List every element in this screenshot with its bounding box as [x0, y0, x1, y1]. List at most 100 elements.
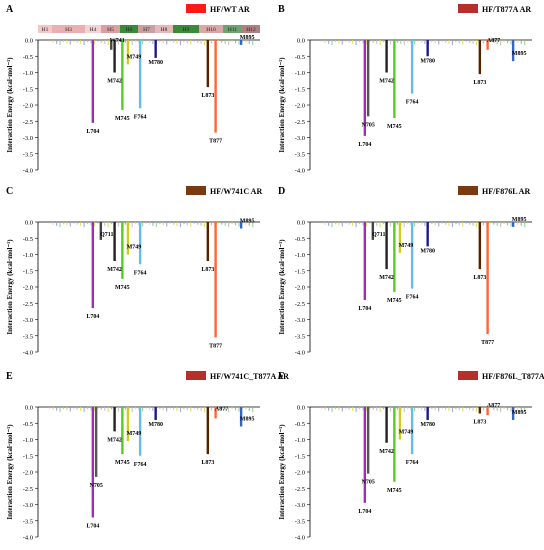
minor-bar	[441, 222, 443, 224]
minor-bar	[193, 407, 195, 409]
minor-bar	[417, 40, 419, 42]
minor-bar	[148, 407, 151, 410]
legend-swatch	[186, 371, 206, 380]
minor-bar	[417, 222, 419, 224]
minor-bar	[59, 40, 61, 46]
minor-bar	[465, 407, 467, 409]
residue-label-f764: F764	[406, 460, 419, 466]
minor-bar	[500, 407, 502, 413]
minor-bar	[176, 407, 178, 411]
y-tick-label: -1.5	[23, 453, 33, 460]
panel-f: F HF/F876L_T877A AR 0.0 -0.5 -1.0 -1.5 -2.0 -2.…	[278, 371, 544, 542]
y-tick-label: -1.5	[23, 268, 33, 275]
bar-l704	[91, 222, 95, 309]
bar-m749	[126, 222, 130, 255]
bar-m745	[121, 222, 124, 279]
minor-bar	[148, 222, 151, 225]
minor-bar	[448, 222, 450, 226]
y-tick-label: -2.0	[23, 285, 33, 292]
y-tick-label: -3.5	[23, 151, 33, 158]
minor-bar	[455, 40, 457, 43]
minor-bar	[352, 407, 354, 411]
minor-bar	[245, 40, 247, 43]
minor-bar	[69, 407, 71, 412]
minor-bar	[414, 407, 416, 412]
minor-bar	[111, 222, 113, 225]
bar-m745	[121, 40, 124, 110]
minor-bar	[414, 222, 416, 227]
minor-bar	[455, 407, 457, 410]
bar-m745	[121, 407, 124, 455]
minor-bar	[238, 222, 240, 227]
minor-bar	[321, 407, 323, 409]
minor-bar	[465, 40, 467, 42]
minor-bar	[86, 407, 89, 410]
minor-bar	[190, 407, 192, 412]
minor-bar	[489, 407, 491, 409]
residue-label-l873: L873	[473, 80, 486, 86]
bar-q711	[99, 222, 103, 240]
minor-bar	[80, 407, 82, 411]
minor-bar	[513, 40, 515, 42]
minor-bar	[142, 222, 144, 227]
residue-label-m742: M742	[379, 275, 394, 281]
minor-bar	[59, 407, 61, 413]
y-tick-label: 0.0	[25, 405, 33, 412]
y-tick-label: -3.0	[23, 135, 33, 142]
helix-label: H8	[161, 27, 168, 33]
minor-bar	[145, 40, 147, 42]
y-tick-label: -2.5	[23, 301, 33, 308]
minor-bar	[152, 40, 154, 44]
minor-bar	[97, 407, 99, 409]
minor-bar	[80, 40, 82, 44]
minor-bar	[420, 222, 423, 225]
y-axis-title: Interaction Energy (kcal·mol⁻¹)	[278, 239, 286, 335]
minor-bar	[520, 222, 522, 226]
minor-bar	[358, 222, 361, 225]
minor-bar	[321, 222, 323, 224]
minor-bar	[362, 407, 364, 411]
minor-bar	[345, 222, 347, 224]
y-tick-label: -3.0	[295, 317, 305, 324]
minor-bar	[52, 407, 54, 410]
minor-bar	[159, 222, 161, 225]
helix-label: H7	[143, 27, 150, 33]
legend-label: HF/W741C AR	[210, 187, 262, 196]
minor-bar	[228, 40, 230, 46]
bar-m895	[239, 407, 243, 427]
y-tick-label: -3.0	[23, 317, 33, 324]
minor-bar	[97, 40, 99, 42]
minor-bar	[503, 222, 505, 225]
helix-box	[242, 25, 260, 33]
minor-bar	[124, 222, 127, 225]
minor-bar	[327, 40, 330, 44]
minor-bar	[241, 40, 243, 42]
minor-bar	[179, 40, 182, 46]
minor-bar	[100, 40, 102, 43]
minor-bar	[341, 40, 343, 45]
minor-bar	[462, 407, 464, 412]
y-tick-label: -3.0	[295, 502, 305, 509]
minor-bar	[107, 407, 109, 413]
minor-bar	[424, 40, 426, 44]
minor-bar	[396, 222, 399, 225]
minor-bar	[444, 407, 447, 410]
minor-bar	[500, 40, 502, 46]
minor-bar	[458, 40, 460, 44]
helix-box	[85, 25, 101, 33]
minor-bar	[224, 222, 226, 226]
residue-label-m780: M780	[420, 248, 435, 254]
bar-m780	[426, 222, 429, 247]
y-tick-label: -4.0	[23, 535, 33, 542]
y-axis-title: Interaction Energy (kcal·mol⁻¹)	[278, 57, 286, 153]
bar-l704	[363, 407, 367, 503]
residue-label-l704: L704	[86, 524, 99, 530]
minor-bar	[396, 40, 399, 43]
bar-w741	[110, 40, 113, 50]
y-tick-label: -0.5	[295, 236, 305, 243]
minor-bar	[462, 40, 464, 45]
residue-label-n705: N705	[361, 480, 374, 486]
minor-bar	[231, 407, 233, 410]
legend-swatch	[458, 4, 478, 13]
minor-bar	[217, 222, 219, 224]
